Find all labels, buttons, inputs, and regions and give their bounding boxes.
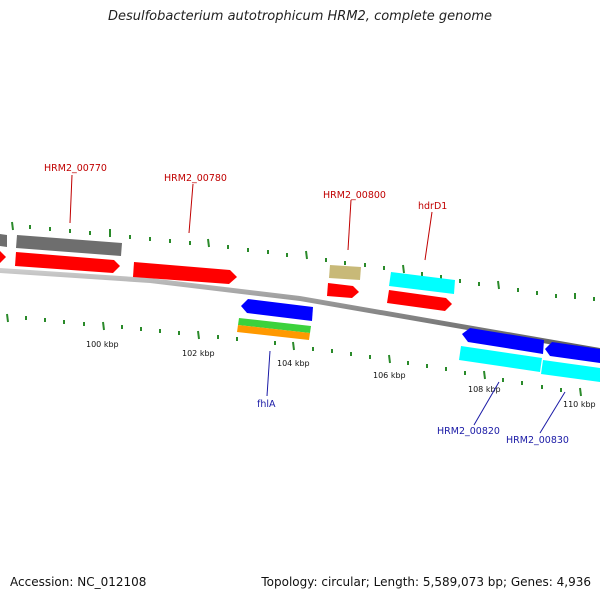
gene-blue-fhla[interactable] bbox=[241, 299, 313, 321]
gene-label-hrm2-00800[interactable]: HRM2_00800 bbox=[323, 190, 386, 201]
gene-label-hrm2-00780[interactable]: HRM2_00780 bbox=[164, 173, 227, 184]
gene-cyan-hdrd1[interactable] bbox=[389, 272, 455, 294]
gene-red-hdrd1[interactable] bbox=[387, 290, 452, 311]
gene-label-hdrd1[interactable]: hdrD1 bbox=[418, 201, 447, 212]
genome-backbone bbox=[0, 268, 600, 353]
gene-gray-left-stub[interactable] bbox=[0, 234, 7, 247]
scale-label-100kbp: 100 kbp bbox=[86, 340, 119, 349]
gene-olive-hrm2-00800[interactable] bbox=[329, 265, 361, 280]
gene-label-fhla[interactable]: fhlA bbox=[257, 399, 276, 410]
scale-label-104kbp: 104 kbp bbox=[277, 359, 310, 368]
genome-stats-text: Topology: circular; Length: 5,589,073 bp… bbox=[261, 575, 591, 589]
gene-gray-hrm2-00770[interactable] bbox=[16, 235, 122, 256]
scale-label-102kbp: 102 kbp bbox=[182, 349, 215, 358]
gene-red-hrm2-00780[interactable] bbox=[133, 262, 237, 284]
reverse-strand-genes bbox=[237, 299, 600, 382]
gene-label-hrm2-00830[interactable]: HRM2_00830 bbox=[506, 435, 569, 446]
scale-label-108kbp: 108 kbp bbox=[468, 385, 501, 394]
gene-cyan-hrm2-00820[interactable] bbox=[459, 346, 542, 372]
forward-strand-genes bbox=[0, 234, 455, 311]
map-title: Desulfobacterium autotrophicum HRM2, com… bbox=[107, 9, 493, 24]
accession-text: Accession: NC_012108 bbox=[10, 575, 147, 589]
gene-orange-fhla[interactable] bbox=[237, 325, 310, 340]
outer-tick-row bbox=[11, 221, 595, 301]
gene-red-left-stub[interactable] bbox=[0, 251, 6, 263]
label-leader-lines bbox=[69, 174, 566, 434]
gene-red-hrm2-00800[interactable] bbox=[327, 283, 359, 298]
gene-label-hrm2-00820[interactable]: HRM2_00820 bbox=[437, 426, 500, 437]
gene-cyan-hrm2-00830[interactable] bbox=[541, 360, 600, 382]
gene-green-fhla[interactable] bbox=[238, 318, 311, 333]
gene-red-hrm2-00770[interactable] bbox=[15, 252, 120, 273]
gene-label-hrm2-00770[interactable]: HRM2_00770 bbox=[44, 163, 107, 174]
inner-tick-row bbox=[6, 313, 582, 397]
gene-blue-hrm2-00830[interactable] bbox=[545, 342, 600, 363]
gene-blue-hrm2-00820[interactable] bbox=[462, 328, 544, 354]
scale-label-110kbp: 110 kbp bbox=[563, 400, 596, 409]
scale-label-106kbp: 106 kbp bbox=[373, 371, 406, 380]
